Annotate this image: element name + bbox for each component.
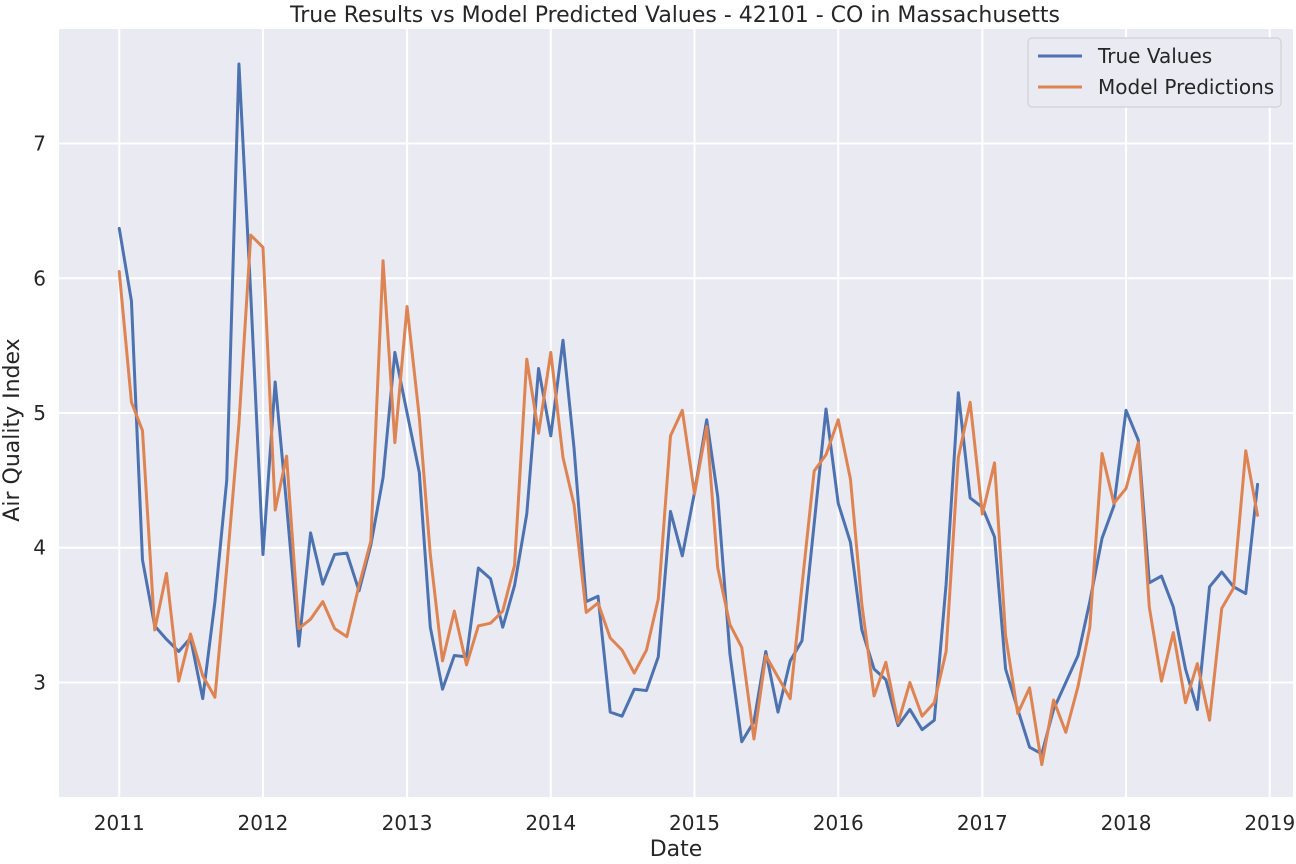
x-tick-label: 2013	[382, 811, 433, 835]
y-tick-label: 7	[33, 132, 46, 156]
y-axis-label: Air Quality Index	[0, 338, 25, 521]
legend: True Values Model Predictions	[1027, 37, 1282, 108]
x-tick-label: 2015	[669, 811, 720, 835]
series-line-1	[117, 233, 1260, 767]
x-tick-label: 2019	[1244, 811, 1295, 835]
x-axis-label: Date	[650, 837, 703, 862]
y-tick-label: 6	[33, 266, 46, 290]
chart-title: True Results vs Model Predicted Values -…	[289, 3, 1060, 28]
y-axis-ticks: 3 4 5 6 7	[33, 132, 46, 695]
x-tick-label: 2012	[238, 811, 289, 835]
x-tick-label: 2014	[525, 811, 576, 835]
legend-label: Model Predictions	[1098, 75, 1274, 99]
x-tick-label: 2018	[1101, 811, 1152, 835]
y-tick-label: 3	[33, 670, 46, 694]
legend-label: True Values	[1097, 44, 1212, 68]
y-tick-label: 4	[33, 536, 46, 560]
x-tick-label: 2017	[957, 811, 1008, 835]
x-axis-ticks: 2011 2012 2013 2014 2015 2016 2017 2018 2019	[94, 811, 1295, 835]
y-tick-label: 5	[33, 401, 46, 425]
series-lines	[117, 62, 1260, 767]
x-tick-label: 2011	[94, 811, 145, 835]
legend-box	[1027, 37, 1282, 108]
x-tick-label: 2016	[813, 811, 864, 835]
series-line-0	[117, 62, 1260, 756]
